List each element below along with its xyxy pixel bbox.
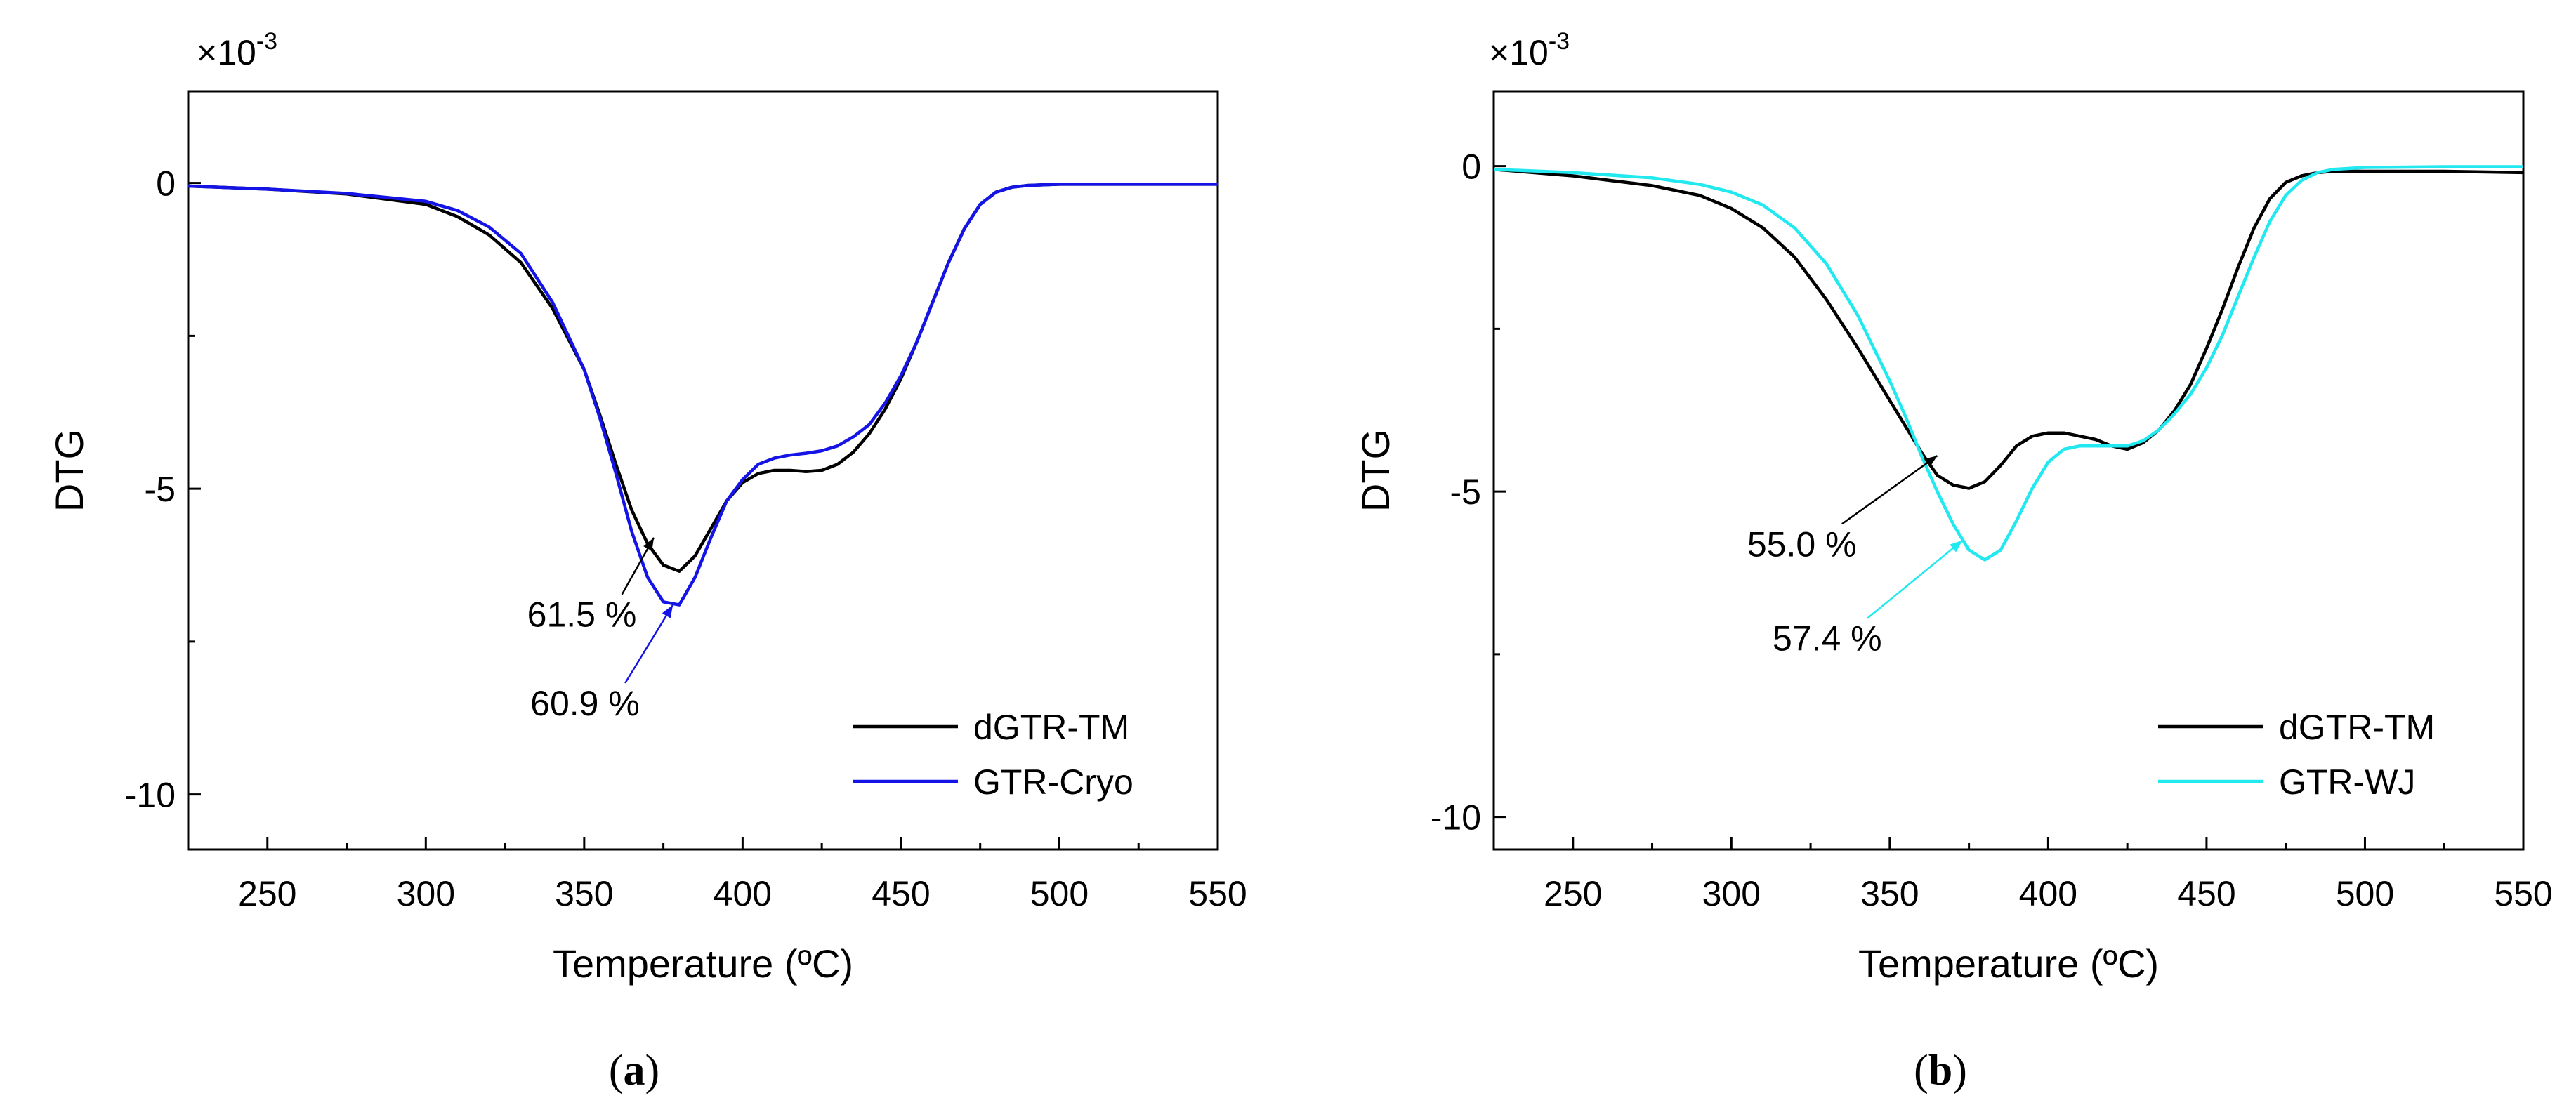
legend-label: GTR-Cryo <box>973 762 1133 802</box>
plot-frame-a <box>187 90 1219 851</box>
annotation-label: 55.0 % <box>1747 524 1857 564</box>
y-multiplier-a: ×10-3 <box>197 28 277 72</box>
annotation-arrowhead <box>662 604 673 618</box>
y-tick-label: -5 <box>145 470 176 509</box>
x-tick-label: 250 <box>1544 874 1602 913</box>
caption-a: (a) <box>609 1047 659 1094</box>
x-tick-label: 500 <box>1030 874 1089 913</box>
x-tick-label: 500 <box>2336 874 2394 913</box>
chart-panel-b: 55.0 % 57.4 % 250 300 350 400 450 500 550 0 -5 -10… <box>1353 28 2553 1094</box>
x-tick-label: 400 <box>714 874 772 913</box>
annotation-arrowhead <box>1950 540 1963 552</box>
x-axis-label-a: Temperature (ºC) <box>553 941 853 986</box>
x-tick-label: 300 <box>1702 874 1761 913</box>
x-tick-label: 550 <box>1188 874 1247 913</box>
y-axis-label-a: DTG <box>47 429 91 512</box>
plot-frame-b <box>1492 90 2525 851</box>
series-line-dgtr-tm <box>1493 167 2524 490</box>
x-tick-label: 350 <box>1860 874 1919 913</box>
annotation-arrow <box>1841 455 1938 525</box>
legend-label: dGTR-TM <box>973 708 1129 747</box>
series-line-gtr-wj <box>1493 165 2523 562</box>
annotation-arrow <box>1867 539 1964 619</box>
y-axis-label-b: DTG <box>1353 429 1398 512</box>
x-tick-label: 550 <box>2494 874 2552 913</box>
legend-a: dGTR-TM GTR-Cryo <box>853 708 1133 802</box>
series-line-gtr-cryo <box>188 183 1218 607</box>
legend-b: dGTR-TM GTR-WJ <box>2158 708 2435 802</box>
y-tick-label: -10 <box>1431 798 1481 838</box>
x-tick-label: 250 <box>238 874 296 913</box>
annotation-arrow <box>624 604 674 684</box>
y-tick-label: -10 <box>125 776 176 815</box>
annotation-label: 57.4 % <box>1773 619 1882 659</box>
x-tick-label: 450 <box>2177 874 2235 913</box>
y-tick-label: -5 <box>1450 472 1481 512</box>
y-tick-label: 0 <box>1461 147 1481 187</box>
legend-label: GTR-WJ <box>2279 762 2415 802</box>
legend-label: dGTR-TM <box>2279 708 2435 747</box>
x-tick-label: 350 <box>555 874 613 913</box>
caption-b: (b) <box>1914 1047 1967 1094</box>
x-axis-label-b: Temperature (ºC) <box>1858 941 2159 986</box>
annotation-arrowhead <box>643 537 655 551</box>
chart-panel-a: 61.5 % 60.9 % 250 300 350 400 450 500 550 0 -5 -10… <box>47 28 1247 1094</box>
annotation-label: 61.5 % <box>527 595 637 635</box>
annotation-label: 60.9 % <box>530 684 640 723</box>
x-tick-label: 400 <box>2019 874 2077 913</box>
y-tick-label: 0 <box>156 164 176 204</box>
series-line-dgtr-tm <box>188 183 1218 573</box>
x-tick-label: 450 <box>872 874 930 913</box>
y-multiplier-b: ×10-3 <box>1489 28 1570 72</box>
annotation-arrowhead <box>1924 456 1938 468</box>
x-tick-label: 300 <box>397 874 455 913</box>
